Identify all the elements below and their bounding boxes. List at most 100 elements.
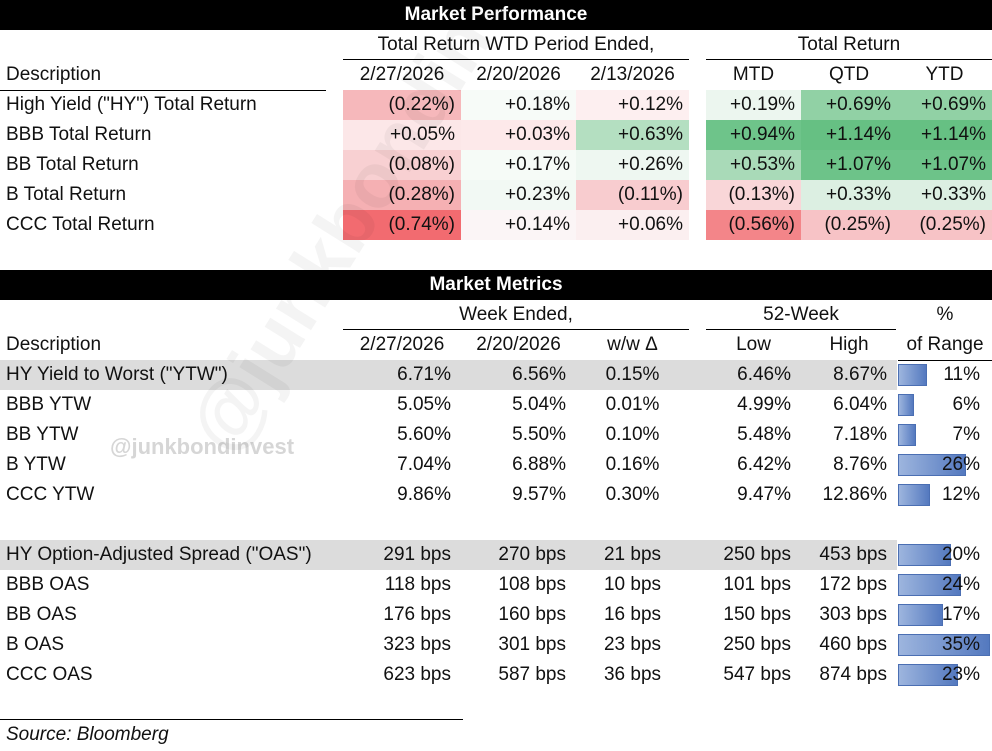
pct-range-bar [898,424,916,446]
performance-cell: (0.22%) [343,90,461,120]
metrics-cell: 301 bps [498,634,566,655]
performance-row-label: CCC Total Return [6,214,155,235]
performance-cell: +0.69% [801,90,897,120]
metrics-cell: 9.86% [397,484,451,505]
metrics-cell: 6.71% [397,364,451,385]
metrics-cell: 303 bps [819,604,887,625]
metrics-cell: 118 bps [384,574,451,595]
metrics-cell: 0.16% [605,454,660,475]
performance-row-label: B Total Return [6,184,127,205]
market-performance-title: Market Performance [0,0,992,30]
metrics-col-header: Low [736,334,771,355]
metrics-cell: 23 bps [603,634,662,655]
performance-col-header: QTD [828,64,870,85]
pct-range-cell: 11% [898,360,990,390]
pct-range-label: 6% [952,394,980,415]
pct-range-bar [898,394,914,416]
wtd-group-header: Total Return WTD Period Ended, [377,34,655,55]
metrics-cell: 0.01% [605,394,660,415]
pct-range-label: 17% [941,604,980,625]
metrics-cell: 6.56% [512,364,566,385]
performance-cell: +0.18% [461,90,576,120]
metrics-row-label: HY Option-Adjusted Spread ("OAS") [6,544,312,565]
metrics-cell: 4.99% [737,394,791,415]
metrics-cell: 623 bps [383,664,451,685]
pct-range-cell: 12% [898,480,990,510]
metrics-row-label: BB YTW [6,424,79,445]
performance-description-header: Description [6,64,102,85]
metrics-row-label: HY Yield to Worst ("YTW") [6,364,228,385]
performance-col-header: 2/20/2026 [476,64,561,85]
performance-cell: (0.11%) [576,180,689,210]
pct-range-label: 11% [943,364,980,385]
metrics-row-label: BBB OAS [6,574,90,595]
pct-range-bar [898,664,958,686]
pct-range-cell: 6% [898,390,990,420]
metrics-cell: 8.76% [833,454,887,475]
week-ended-group-rule [343,329,689,330]
performance-cell: +0.33% [801,180,897,210]
metrics-row-label: BB OAS [6,604,77,625]
performance-row-label: High Yield ("HY") Total Return [6,94,257,115]
pct-range-label: 26% [941,454,980,475]
performance-row-label: BB Total Return [6,154,139,175]
market-metrics-title: Market Metrics [0,270,992,300]
market-metrics-section: Market Metrics Week Ended, 52-Week % Des… [0,270,992,690]
metrics-cell: 250 bps [723,634,791,655]
performance-cell: +0.03% [461,120,576,150]
metrics-cell: 6.04% [833,394,887,415]
performance-cell: +0.33% [897,180,992,210]
pct-range-cell: 20% [898,540,990,570]
metrics-cell: 5.05% [397,394,451,415]
pct-range-label: 20% [941,544,980,565]
pct-range-cell: 17% [898,600,990,630]
total-return-group-rule [706,59,992,60]
metrics-cell: 36 bps [603,664,662,685]
pct-range-rule [898,360,992,361]
total-return-group-header: Total Return [797,34,901,55]
metrics-cell: 0.10% [605,424,660,445]
pct-range-label: 12% [941,484,980,505]
metrics-description-header: Description [6,334,102,355]
performance-row-label: BBB Total Return [6,124,152,145]
pct-range-cell: 7% [898,420,990,450]
metrics-row-label: CCC YTW [6,484,95,505]
metrics-cell: 460 bps [819,634,887,655]
metrics-cell: 5.60% [397,424,451,445]
performance-cell: +0.14% [461,210,576,240]
performance-cell: +1.14% [801,120,897,150]
metrics-cell: 8.67% [833,364,887,385]
market-performance-section: Market Performance Total Return WTD Peri… [0,0,992,245]
52-week-group-header: 52-Week [763,304,839,325]
performance-cell: +0.63% [576,120,689,150]
pct-range-header-bottom: of Range [906,334,984,355]
pct-range-header-top: % [936,304,954,325]
metrics-cell: 21 bps [603,544,662,565]
pct-range-cell: 26% [898,450,990,480]
metrics-cell: 270 bps [498,544,566,565]
pct-range-bar [898,574,961,596]
metrics-cell: 250 bps [723,544,791,565]
performance-cell: (0.25%) [897,210,992,240]
metrics-cell: 10 bps [603,574,662,595]
performance-cell: (0.25%) [801,210,897,240]
metrics-cell: 172 bps [819,574,887,595]
metrics-row-label: B YTW [6,454,66,475]
metrics-cell: 7.18% [833,424,887,445]
performance-cell: (0.08%) [343,150,461,180]
52-week-group-rule [706,329,896,330]
metrics-cell: 16 bps [603,604,662,625]
performance-cell: (0.74%) [343,210,461,240]
pct-range-label: 24% [941,574,980,595]
metrics-cell: 176 bps [383,604,451,625]
metrics-row-label: B OAS [6,634,65,655]
metrics-col-header: w/w Δ [607,334,658,355]
pct-range-bar [898,604,943,626]
week-ended-group-header: Week Ended, [459,304,573,325]
pct-range-label: 7% [952,424,980,445]
pct-range-label: 35% [941,634,980,655]
performance-cell: +0.12% [576,90,689,120]
metrics-cell: 108 bps [498,574,566,595]
metrics-col-header: High [829,334,869,355]
pct-range-label: 23% [941,664,980,685]
